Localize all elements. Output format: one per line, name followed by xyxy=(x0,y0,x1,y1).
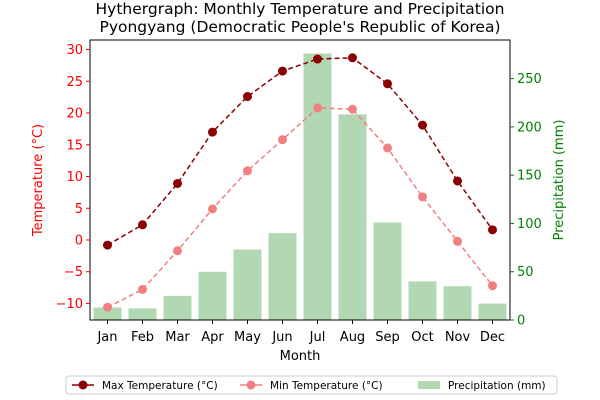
precipitation-bar-jul xyxy=(303,53,332,320)
precipitation-bar-feb xyxy=(128,308,157,320)
y-left-tick-label: 25 xyxy=(66,75,83,90)
chart-title-line2: Pyongyang (Democratic People's Republic … xyxy=(99,18,500,36)
x-tick-label: Oct xyxy=(411,330,433,345)
legend-swatch-marker xyxy=(78,380,88,390)
series-0-point-feb xyxy=(138,220,147,230)
x-tick-label: Jul xyxy=(309,330,326,345)
series-0-point-may xyxy=(243,92,252,102)
x-tick-label: Jan xyxy=(96,330,117,345)
x-tick-label: May xyxy=(234,330,261,345)
y-left-tick-label: −10 xyxy=(56,297,83,312)
series-0-point-dec xyxy=(488,225,497,235)
series-1-point-dec xyxy=(488,281,497,291)
series-1-point-sep xyxy=(383,143,392,153)
series-0-point-aug xyxy=(348,53,357,63)
legend-swatch-bar xyxy=(418,381,440,389)
precipitation-bar-aug xyxy=(338,114,367,321)
series-1-point-jul xyxy=(313,103,322,113)
chart-title-line1: Hythergraph: Monthly Temperature and Pre… xyxy=(96,0,505,18)
x-tick-label: Sep xyxy=(375,330,400,345)
precipitation-bar-oct xyxy=(408,281,437,320)
legend-swatch-marker xyxy=(246,380,256,390)
y-right-tick-label: 150 xyxy=(517,169,542,184)
series-0-point-apr xyxy=(208,127,217,137)
series-1-point-nov xyxy=(453,236,462,246)
y-left-tick-label: 10 xyxy=(66,170,83,185)
legend: Max Temperature (°C) Min Temperature (°C)… xyxy=(65,375,558,395)
precipitation-bar-jun xyxy=(268,233,297,320)
y-left-tick-label: 15 xyxy=(66,138,83,153)
y-right-tick-label: 250 xyxy=(517,72,542,87)
precipitation-bar-sep xyxy=(373,222,402,320)
series-0-point-oct xyxy=(418,120,427,130)
x-tick-label: Mar xyxy=(165,330,190,345)
precipitation-bar-nov xyxy=(443,286,472,320)
x-tick-label: Aug xyxy=(340,330,365,345)
plot-frame xyxy=(89,39,511,321)
y-right-tick-label: 50 xyxy=(517,265,534,280)
temperature-lines xyxy=(103,53,497,312)
x-tick-label: Feb xyxy=(131,330,154,345)
y-left-tick-label: 0 xyxy=(75,234,83,249)
y-axis-right-label: Precipitation (mm) xyxy=(552,120,567,241)
series-line-1 xyxy=(107,107,494,308)
series-1-point-feb xyxy=(138,285,147,295)
x-tick-label: Nov xyxy=(445,330,471,345)
precipitation-bar-dec xyxy=(478,303,507,320)
legend-label: Min Temperature (°C) xyxy=(270,380,383,392)
series-1-point-mar xyxy=(173,246,182,256)
series-1-point-jan xyxy=(103,302,112,312)
series-0-point-jan xyxy=(103,240,112,250)
series-0-point-nov xyxy=(453,176,462,186)
y-right-tick-label: 100 xyxy=(517,217,542,232)
series-1-point-may xyxy=(243,166,252,176)
precipitation-bar-may xyxy=(233,249,262,320)
y-right-tick-label: 0 xyxy=(517,314,525,329)
x-tick-label: Apr xyxy=(201,330,224,345)
series-1-point-jun xyxy=(278,135,287,145)
x-tick-label: Dec xyxy=(480,330,505,345)
legend-label: Precipitation (mm) xyxy=(448,380,546,392)
precipitation-bar-mar xyxy=(163,295,192,320)
series-1-point-apr xyxy=(208,204,217,214)
y-left-tick-label: 30 xyxy=(66,43,83,58)
legend-frame xyxy=(65,375,558,395)
series-0-point-jun xyxy=(278,66,287,76)
series-1-point-oct xyxy=(418,192,427,202)
y-right-tick-label: 200 xyxy=(517,120,542,135)
y-left-tick-label: 20 xyxy=(66,107,83,122)
series-0-point-sep xyxy=(383,79,392,89)
x-tick-label: Jun xyxy=(271,330,292,345)
y-left-tick-label: −5 xyxy=(64,265,83,280)
series-1-point-aug xyxy=(348,104,357,114)
axes: Jan Feb Mar Apr May Jun Jul Aug Sep Oct Nov Dec −10 −… xyxy=(56,43,542,345)
precipitation-bars xyxy=(93,53,507,321)
precipitation-bar-jan xyxy=(93,307,122,320)
legend-label: Max Temperature (°C) xyxy=(102,380,218,392)
series-0-point-mar xyxy=(173,178,182,188)
y-axis-left-label: Temperature (°C) xyxy=(31,124,46,237)
precipitation-bar-apr xyxy=(198,271,227,320)
x-axis-label: Month xyxy=(280,349,321,364)
series-0-point-jul xyxy=(313,54,322,64)
series-line-0 xyxy=(107,57,494,246)
y-left-tick-label: 5 xyxy=(75,202,83,217)
